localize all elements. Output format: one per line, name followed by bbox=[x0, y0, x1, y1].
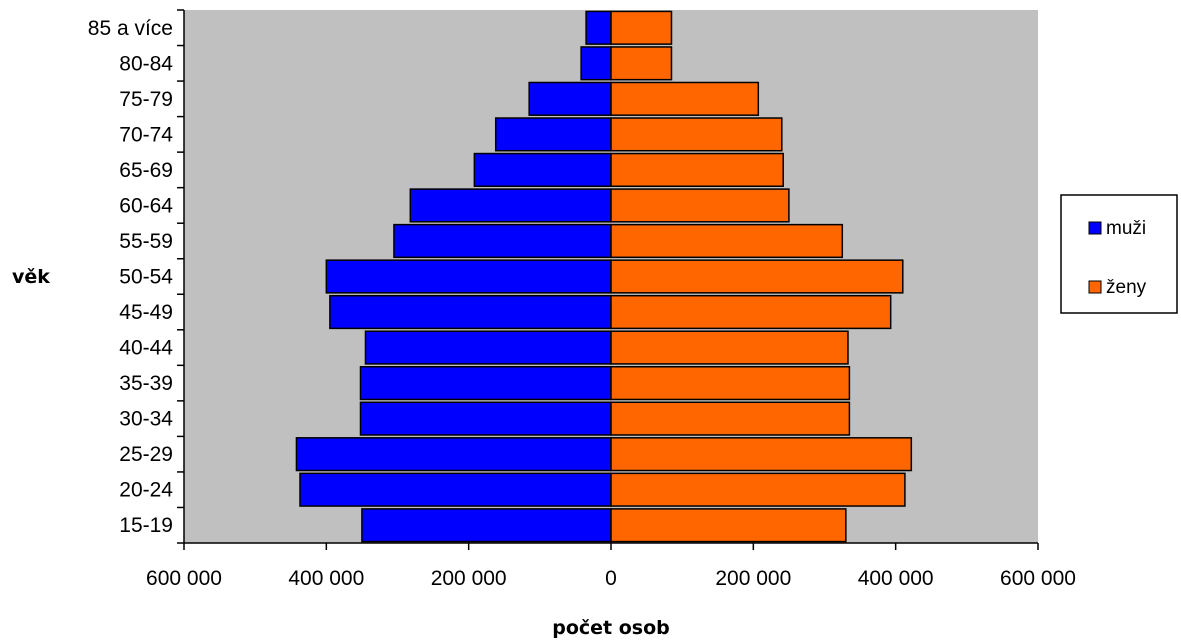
y-tick-label: 70-74 bbox=[119, 123, 173, 146]
y-tick-label: 45-49 bbox=[119, 301, 173, 324]
bar-muzi-9 bbox=[409, 188, 612, 223]
x-tick-label: 400 000 bbox=[288, 567, 364, 590]
bar-zeny-4 bbox=[610, 366, 851, 401]
x-tick-label: 600 000 bbox=[146, 567, 222, 590]
bar-muzi-4 bbox=[359, 366, 612, 401]
bar-zeny-10 bbox=[610, 152, 784, 187]
y-tick-label: 65-69 bbox=[119, 159, 173, 182]
y-tick-label: 40-44 bbox=[119, 337, 173, 360]
bar-muzi-14 bbox=[585, 10, 612, 45]
bars-group bbox=[295, 10, 913, 543]
legend-label-zeny: ženy bbox=[1106, 277, 1147, 298]
y-tick-label: 75-79 bbox=[119, 88, 173, 111]
y-tick-label: 50-54 bbox=[119, 266, 173, 289]
x-tick-label: 0 bbox=[605, 567, 617, 590]
bar-muzi-13 bbox=[580, 46, 612, 81]
x-ticks-group: 600 000 400 000 200 000 0 200 000 400 000 600 … bbox=[146, 543, 1076, 590]
legend-box bbox=[1060, 194, 1178, 314]
y-tick-label: 15-19 bbox=[119, 514, 173, 537]
bar-muzi-2 bbox=[295, 437, 612, 472]
bar-muzi-8 bbox=[393, 223, 612, 259]
y-tick-label: 35-39 bbox=[119, 372, 173, 395]
bar-zeny-8 bbox=[610, 223, 844, 259]
bar-zeny-12 bbox=[610, 81, 760, 116]
y-tick-label: 30-34 bbox=[119, 408, 173, 431]
bar-zeny-1 bbox=[610, 472, 906, 507]
x-tick-label: 200 000 bbox=[431, 567, 507, 590]
bar-zeny-11 bbox=[610, 117, 783, 152]
y-axis-title: věk bbox=[12, 266, 50, 288]
y-tick-label: 60-64 bbox=[119, 194, 173, 217]
y-ticks-group: 15-19 20-24 25-29 30-34 35-39 40-44 45-49 50-54… bbox=[88, 9, 184, 544]
y-tick-label: 25-29 bbox=[119, 443, 173, 466]
y-tick-label: 85 a více bbox=[88, 17, 173, 40]
bar-zeny-9 bbox=[610, 188, 790, 223]
y-tick-label: 80-84 bbox=[119, 52, 173, 75]
bar-muzi-12 bbox=[528, 81, 612, 116]
legend-swatch-zeny bbox=[1088, 280, 1102, 294]
x-axis-title: počet osob bbox=[552, 617, 670, 639]
bar-muzi-0 bbox=[361, 508, 612, 543]
y-tick-label: 55-59 bbox=[119, 230, 173, 253]
bar-zeny-5 bbox=[610, 330, 849, 365]
bar-muzi-1 bbox=[299, 472, 612, 507]
bar-muzi-6 bbox=[329, 294, 612, 330]
x-tick-label: 600 000 bbox=[1000, 567, 1076, 590]
bar-zeny-14 bbox=[610, 10, 673, 45]
x-tick-label: 400 000 bbox=[858, 567, 934, 590]
bar-zeny-6 bbox=[610, 294, 892, 330]
bar-muzi-10 bbox=[473, 152, 612, 187]
bar-muzi-5 bbox=[364, 330, 612, 365]
legend: muži ženy bbox=[1060, 194, 1178, 314]
bar-muzi-3 bbox=[359, 401, 612, 436]
bar-zeny-7 bbox=[610, 259, 904, 294]
legend-swatch-muzi bbox=[1088, 221, 1102, 235]
bar-muzi-11 bbox=[494, 117, 612, 152]
bar-muzi-7 bbox=[325, 259, 612, 294]
bar-zeny-0 bbox=[610, 508, 847, 543]
bar-zeny-13 bbox=[610, 46, 673, 81]
bar-zeny-3 bbox=[610, 401, 851, 436]
y-tick-label: 20-24 bbox=[119, 479, 173, 502]
x-tick-label: 200 000 bbox=[715, 567, 791, 590]
legend-label-muzi: muži bbox=[1106, 218, 1146, 239]
bar-zeny-2 bbox=[610, 437, 913, 472]
